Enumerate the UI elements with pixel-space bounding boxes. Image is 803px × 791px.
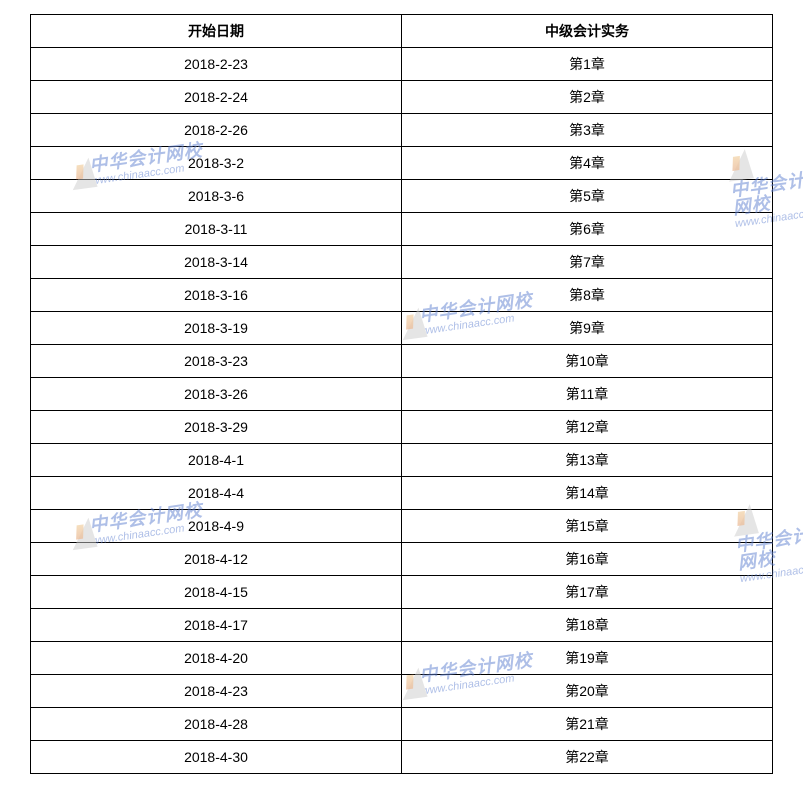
cell-date: 2018-3-6 [31, 180, 402, 213]
header-start-date: 开始日期 [31, 15, 402, 48]
cell-chapter: 第4章 [402, 147, 773, 180]
table-header-row: 开始日期 中级会计实务 [31, 15, 773, 48]
cell-chapter: 第10章 [402, 345, 773, 378]
table-row: 2018-4-15第17章 [31, 576, 773, 609]
cell-chapter: 第8章 [402, 279, 773, 312]
cell-chapter: 第17章 [402, 576, 773, 609]
table-row: 2018-4-4第14章 [31, 477, 773, 510]
cell-chapter: 第5章 [402, 180, 773, 213]
cell-chapter: 第12章 [402, 411, 773, 444]
cell-date: 2018-4-23 [31, 675, 402, 708]
cell-date: 2018-3-2 [31, 147, 402, 180]
cell-chapter: 第2章 [402, 81, 773, 114]
cell-chapter: 第20章 [402, 675, 773, 708]
cell-date: 2018-2-26 [31, 114, 402, 147]
table-row: 2018-3-26第11章 [31, 378, 773, 411]
cell-chapter: 第18章 [402, 609, 773, 642]
table-row: 2018-3-19第9章 [31, 312, 773, 345]
cell-date: 2018-3-23 [31, 345, 402, 378]
cell-date: 2018-2-24 [31, 81, 402, 114]
cell-chapter: 第19章 [402, 642, 773, 675]
cell-chapter: 第22章 [402, 741, 773, 774]
table-row: 2018-4-9第15章 [31, 510, 773, 543]
cell-date: 2018-4-30 [31, 741, 402, 774]
cell-date: 2018-2-23 [31, 48, 402, 81]
cell-date: 2018-4-17 [31, 609, 402, 642]
cell-date: 2018-4-28 [31, 708, 402, 741]
cell-date: 2018-3-11 [31, 213, 402, 246]
table-row: 2018-2-26第3章 [31, 114, 773, 147]
table-row: 2018-3-6第5章 [31, 180, 773, 213]
table-row: 2018-3-2第4章 [31, 147, 773, 180]
table-row: 2018-3-14第7章 [31, 246, 773, 279]
table-row: 2018-4-17第18章 [31, 609, 773, 642]
cell-date: 2018-3-29 [31, 411, 402, 444]
page-container: 开始日期 中级会计实务 2018-2-23第1章 2018-2-24第2章 20… [0, 0, 803, 788]
cell-chapter: 第13章 [402, 444, 773, 477]
cell-date: 2018-4-1 [31, 444, 402, 477]
table-row: 2018-4-12第16章 [31, 543, 773, 576]
cell-date: 2018-3-26 [31, 378, 402, 411]
table-row: 2018-4-28第21章 [31, 708, 773, 741]
cell-chapter: 第15章 [402, 510, 773, 543]
cell-date: 2018-4-9 [31, 510, 402, 543]
table-row: 2018-2-23第1章 [31, 48, 773, 81]
cell-chapter: 第21章 [402, 708, 773, 741]
cell-chapter: 第14章 [402, 477, 773, 510]
cell-chapter: 第3章 [402, 114, 773, 147]
table-body: 2018-2-23第1章 2018-2-24第2章 2018-2-26第3章 2… [31, 48, 773, 774]
cell-chapter: 第7章 [402, 246, 773, 279]
table-row: 2018-3-29第12章 [31, 411, 773, 444]
schedule-table: 开始日期 中级会计实务 2018-2-23第1章 2018-2-24第2章 20… [30, 14, 773, 774]
cell-date: 2018-4-4 [31, 477, 402, 510]
cell-date: 2018-3-19 [31, 312, 402, 345]
cell-chapter: 第16章 [402, 543, 773, 576]
cell-date: 2018-4-12 [31, 543, 402, 576]
cell-date: 2018-3-14 [31, 246, 402, 279]
cell-date: 2018-4-15 [31, 576, 402, 609]
cell-chapter: 第6章 [402, 213, 773, 246]
table-row: 2018-3-16第8章 [31, 279, 773, 312]
table-row: 2018-3-23第10章 [31, 345, 773, 378]
table-row: 2018-4-30第22章 [31, 741, 773, 774]
table-row: 2018-3-11第6章 [31, 213, 773, 246]
table-row: 2018-4-1第13章 [31, 444, 773, 477]
cell-chapter: 第9章 [402, 312, 773, 345]
header-subject: 中级会计实务 [402, 15, 773, 48]
cell-chapter: 第1章 [402, 48, 773, 81]
table-row: 2018-2-24第2章 [31, 81, 773, 114]
table-row: 2018-4-20第19章 [31, 642, 773, 675]
cell-date: 2018-3-16 [31, 279, 402, 312]
cell-date: 2018-4-20 [31, 642, 402, 675]
table-row: 2018-4-23第20章 [31, 675, 773, 708]
cell-chapter: 第11章 [402, 378, 773, 411]
